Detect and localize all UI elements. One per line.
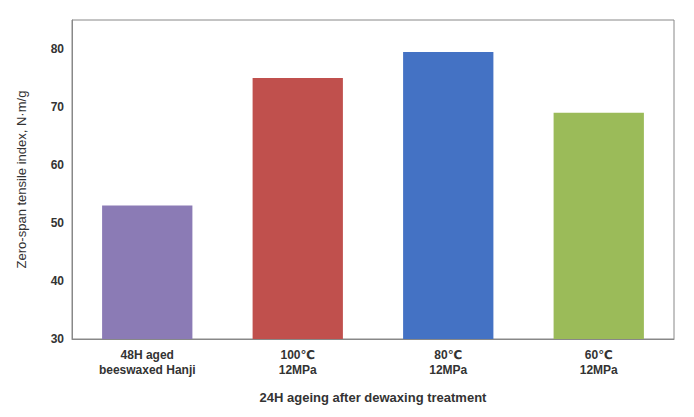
svg-text:80℃: 80℃: [434, 348, 462, 362]
svg-text:30: 30: [51, 332, 65, 346]
svg-text:70: 70: [51, 100, 65, 114]
svg-text:beeswaxed Hanji: beeswaxed Hanji: [99, 363, 196, 377]
svg-text:60℃: 60℃: [585, 348, 613, 362]
svg-text:12MPa: 12MPa: [580, 363, 618, 377]
svg-text:48H aged: 48H aged: [121, 348, 174, 362]
svg-text:60: 60: [51, 158, 65, 172]
svg-text:50: 50: [51, 216, 65, 230]
svg-text:12MPa: 12MPa: [429, 363, 467, 377]
svg-text:Zero-span tensile index, N·m/g: Zero-span tensile index, N·m/g: [14, 91, 29, 269]
svg-text:80: 80: [51, 42, 65, 56]
svg-text:24H ageing after dewaxing trea: 24H ageing after dewaxing treatment: [260, 390, 488, 405]
svg-text:100℃: 100℃: [280, 348, 315, 362]
svg-text:12MPa: 12MPa: [279, 363, 317, 377]
svg-text:40: 40: [51, 274, 65, 288]
